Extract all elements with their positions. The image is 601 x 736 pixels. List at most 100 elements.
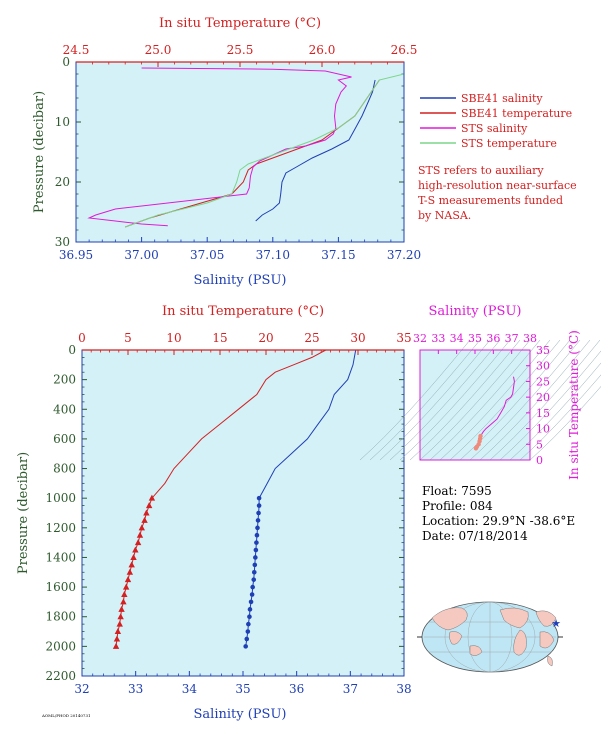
temperature-marker bbox=[121, 591, 128, 597]
salinity-marker bbox=[253, 555, 258, 560]
x-tick-label: 36 bbox=[289, 682, 304, 696]
y-tick-label: 1000 bbox=[45, 491, 76, 505]
ts-x-tick-label: 33 bbox=[431, 332, 445, 345]
temperature-marker bbox=[113, 635, 121, 642]
ts-y-tick-label: 0 bbox=[536, 454, 543, 467]
salinity-marker bbox=[243, 644, 248, 649]
lower-series-layer bbox=[112, 349, 357, 649]
temperature-marker bbox=[141, 516, 148, 523]
float-position-marker: ★ bbox=[551, 617, 561, 630]
profile-number: Profile: 084 bbox=[422, 499, 493, 513]
top-tick-label: 0 bbox=[78, 331, 86, 345]
density-contour bbox=[489, 339, 601, 461]
y-tick-label: 400 bbox=[53, 402, 76, 416]
legend-label-sts-temperature: STS temperature bbox=[461, 137, 557, 150]
ts-y-tick-label: 15 bbox=[536, 407, 550, 420]
lower-y-tick-labels: 0 200 400 600 800 1000 1200 1400 1600 1800 2000 220… bbox=[45, 343, 76, 683]
temperature-marker bbox=[112, 642, 120, 649]
salinity-marker bbox=[248, 599, 254, 605]
top-tick-label: 30 bbox=[350, 331, 365, 345]
temperature-marker bbox=[132, 546, 139, 553]
temperature-marker bbox=[128, 561, 135, 568]
temperature-marker bbox=[120, 598, 127, 605]
density-contour bbox=[449, 339, 561, 461]
salinity-marker bbox=[244, 636, 250, 642]
ts-y-tick-label: 35 bbox=[536, 344, 550, 357]
ts-plot-area bbox=[420, 350, 530, 460]
ts-x-tick-label: 34 bbox=[450, 332, 464, 345]
upper-legend: SBE41 salinity SBE41 temperature STS sal… bbox=[420, 92, 572, 150]
y-tick-label: 10 bbox=[55, 115, 70, 129]
x-tick-label: 32 bbox=[74, 682, 89, 696]
lower-x-tick-labels: 32 33 34 35 36 37 38 bbox=[74, 682, 411, 696]
profile-date: Date: 07/18/2014 bbox=[422, 529, 528, 543]
y-tick-label: 0 bbox=[68, 343, 76, 357]
salinity-marker bbox=[256, 503, 262, 508]
y-tick-label: 200 bbox=[53, 373, 76, 387]
top-tick-label: 25.5 bbox=[227, 43, 254, 57]
temperature-marker bbox=[114, 628, 122, 635]
density-contour bbox=[359, 339, 471, 461]
temperature-marker bbox=[116, 620, 123, 627]
density-contour bbox=[499, 350, 601, 461]
salinity-marker bbox=[255, 525, 260, 531]
upper-panel: 36.95 37.00 37.05 37.10 37.15 37.20 24.5 25.0 2… bbox=[32, 16, 577, 288]
ts-frame bbox=[419, 349, 531, 461]
top-tick-label: 10 bbox=[166, 331, 181, 345]
sts-note: STS refers to auxiliary high-resolution … bbox=[418, 164, 577, 222]
y-tick-label: 2000 bbox=[45, 639, 76, 653]
sts-note-line-2: high-resolution near-surface bbox=[418, 179, 577, 192]
world-map: ★ bbox=[417, 601, 563, 673]
salinity-marker bbox=[246, 621, 251, 627]
ts-y-tick-label: 25 bbox=[536, 375, 550, 388]
temperature-marker bbox=[145, 502, 153, 509]
temperature-marker bbox=[143, 509, 150, 516]
top-tick-label: 20 bbox=[258, 331, 273, 345]
ts-x-tick-label: 38 bbox=[523, 332, 537, 345]
float-location: Location: 29.9°N -38.6°E bbox=[422, 514, 575, 528]
temperature-marker bbox=[130, 553, 137, 560]
legend-label-sts-salinity: STS salinity bbox=[461, 122, 528, 135]
density-contour bbox=[529, 386, 601, 461]
x-tick-label: 37.00 bbox=[124, 248, 158, 262]
x-tick-label: 34 bbox=[182, 682, 198, 696]
upper-x-tick-labels: 36.95 37.00 37.05 37.10 37.15 37.20 bbox=[59, 248, 421, 262]
salinity-marker bbox=[253, 547, 259, 553]
top-tick-label: 25 bbox=[304, 331, 319, 345]
salinity-marker bbox=[251, 577, 257, 582]
salinity-marker bbox=[247, 607, 253, 612]
top-tick-label: 35 bbox=[396, 331, 411, 345]
lower-panel: 32 33 34 35 36 37 38 0 5 10 15 20 25 30 35 0 200 400 600… bbox=[16, 304, 412, 722]
y-tick-label: 30 bbox=[55, 235, 70, 249]
top-tick-label: 5 bbox=[124, 331, 132, 345]
temperature-marker bbox=[148, 494, 156, 501]
x-tick-label: 37.10 bbox=[256, 248, 290, 262]
ts-x-tick-label: 32 bbox=[413, 332, 427, 345]
ts-y-tick-labels: 0 5 10 15 20 25 30 35 bbox=[536, 344, 550, 467]
temperature-marker bbox=[126, 568, 134, 575]
temperature-marker bbox=[138, 524, 145, 531]
density-contour bbox=[419, 339, 531, 461]
series-line-sbe41-salinity bbox=[255, 79, 376, 222]
y-tick-label: 0 bbox=[62, 55, 70, 69]
upper-y-axis-title: Pressure (decibar) bbox=[32, 91, 47, 213]
footer-credit: AOML/PHOD 20140731 bbox=[41, 713, 91, 718]
ts-y-tick-label: 30 bbox=[536, 360, 550, 373]
upper-x-axis-title: Salinity (PSU) bbox=[194, 273, 287, 288]
salinity-marker bbox=[251, 569, 257, 575]
temperature-marker bbox=[122, 583, 130, 590]
temperature-marker bbox=[118, 605, 125, 612]
y-tick-label: 600 bbox=[53, 432, 76, 446]
upper-top-tick-labels: 24.5 25.0 25.5 26.0 26.5 bbox=[63, 43, 418, 57]
ts-panel: 32 33 34 35 36 37 38 0 5 10 15 20 25 30 35 Salinity (… bbox=[359, 304, 601, 480]
ts-top-axis-title: Salinity (PSU) bbox=[429, 304, 522, 319]
x-tick-label: 37.05 bbox=[190, 248, 224, 262]
lower-plot-area bbox=[82, 350, 404, 676]
top-tick-label: 24.5 bbox=[63, 43, 90, 57]
density-contour bbox=[509, 362, 601, 461]
density-contour bbox=[409, 339, 521, 461]
ts-y-axis-title: In situ Temperature (°C) bbox=[567, 330, 581, 480]
upper-top-axis-title: In situ Temperature (°C) bbox=[159, 16, 321, 31]
float-id: Float: 7595 bbox=[422, 484, 492, 498]
top-tick-label: 26.0 bbox=[309, 43, 336, 57]
